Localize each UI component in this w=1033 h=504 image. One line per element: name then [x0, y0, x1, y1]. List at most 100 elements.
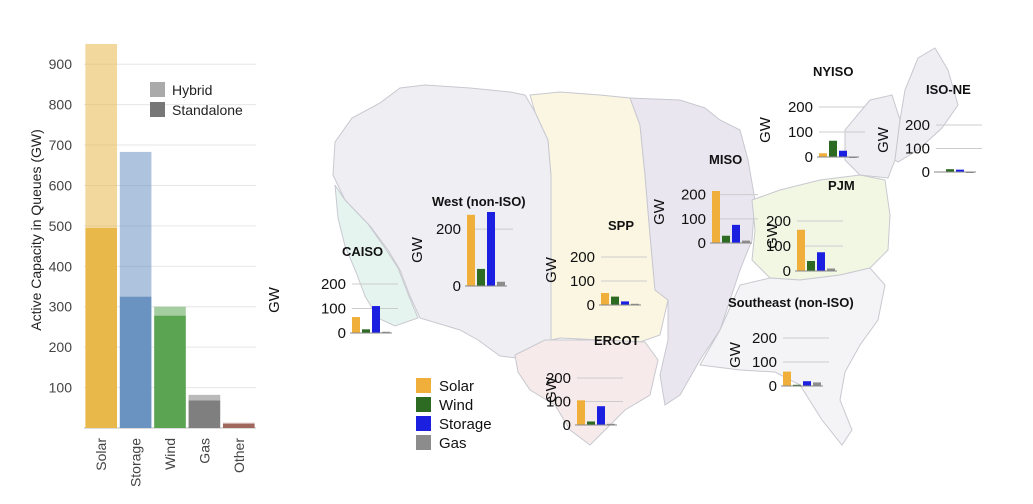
bar-hybrid-other	[222, 422, 255, 424]
inset-miso: MISO 0 100 200 GW	[651, 152, 758, 252]
bar-gas	[813, 382, 821, 386]
legend-swatch	[150, 82, 165, 97]
region-label: West (non-ISO)	[432, 194, 526, 209]
y-tick-label: 500	[49, 218, 73, 234]
bar-storage	[732, 224, 740, 243]
legend-label: Hybrid	[172, 82, 212, 98]
bar-storage	[839, 150, 847, 157]
region-label: MISO	[709, 152, 742, 167]
y-tick-label: 200	[49, 339, 73, 355]
inset-y-label: GW	[543, 376, 560, 403]
region-label: ERCOT	[594, 333, 640, 348]
bar-standalone-gas	[188, 400, 221, 428]
y-tick-label: 600	[49, 177, 73, 193]
inset-tick-label: 100	[788, 124, 813, 141]
inset-y-label: GW	[543, 256, 560, 283]
y-tick-label: 300	[49, 299, 73, 315]
inset-west-non-iso: West (non-ISO) 0 200 GW	[409, 194, 526, 295]
region-pjm	[751, 174, 891, 281]
bar-standalone-solar	[85, 227, 118, 428]
bar-standalone-wind	[154, 315, 186, 428]
region-caiso	[334, 184, 419, 327]
bar-wind	[793, 384, 801, 386]
y-tick-label: 800	[49, 97, 73, 113]
bar-storage	[956, 169, 964, 172]
inset-tick-label: 0	[805, 149, 813, 166]
inset-y-label: GW	[727, 341, 744, 368]
bar-storage	[817, 252, 825, 271]
inset-tick-label: 100	[546, 394, 571, 411]
inset-tick-label: 0	[587, 297, 595, 314]
bar-gas	[497, 281, 505, 286]
region-southeast-non-iso	[699, 267, 886, 446]
bar-gas	[607, 423, 615, 425]
inset-caiso: CAISO 0 100 200 GW	[266, 244, 398, 342]
bar-wind	[946, 169, 954, 172]
map-legend-swatch	[416, 378, 431, 393]
bar-gas	[742, 240, 750, 243]
region-label: ISO-NE	[926, 82, 971, 97]
y-axis-label: Active Capacity in Queues (GW)	[28, 129, 44, 331]
map-legend: Solar Wind Storage Gas	[416, 378, 492, 452]
bar-wind	[477, 268, 485, 286]
map-legend-swatch	[416, 435, 431, 450]
bar-solar	[819, 153, 827, 157]
bar-wind	[362, 329, 370, 333]
map-legend-label: Wind	[439, 397, 473, 414]
bar-gas	[382, 331, 390, 333]
inset-tick-label: 100	[681, 211, 706, 228]
x-tick-labels: Solar Storage Wind Gas Other	[93, 438, 247, 487]
inset-y-label: GW	[409, 236, 426, 263]
us-iso-map	[332, 47, 959, 446]
inset-tick-label: 100	[321, 301, 346, 318]
inset-y-label: GW	[764, 222, 781, 249]
bar-solar	[352, 317, 360, 333]
inset-tick-label: 200	[570, 249, 595, 266]
region-label: Southeast (non-ISO)	[728, 295, 854, 310]
inset-y-label: GW	[651, 198, 668, 225]
inset-tick-label: 200	[788, 99, 813, 116]
y-tick-label: 100	[49, 380, 73, 396]
bar-storage	[597, 406, 605, 425]
bar-gas	[631, 303, 639, 305]
queue-capacity-chart: 100 200 300 400 500 600 700 800 900 Solar Storage…	[28, 44, 256, 487]
bars	[85, 44, 255, 428]
inset-y-label: GW	[875, 126, 892, 153]
bar-storage	[487, 212, 495, 286]
bar-storage	[372, 306, 380, 333]
bar-hybrid-solar	[85, 44, 118, 228]
x-tick-label: Solar	[93, 438, 109, 471]
y-tick-label: 900	[49, 56, 73, 72]
inset-y-label: GW	[266, 286, 283, 313]
map-legend-swatch	[416, 416, 431, 431]
map-legend-label: Gas	[439, 435, 467, 452]
inset-tick-label: 100	[766, 238, 791, 255]
inset-tick-label: 200	[752, 330, 777, 347]
bar-standalone-storage	[119, 296, 152, 428]
inset-tick-label: 0	[453, 278, 461, 295]
bar-standalone-other	[222, 423, 255, 428]
bar-solar	[783, 371, 791, 386]
bar-wind	[611, 296, 619, 305]
inset-tick-label: 200	[905, 117, 930, 134]
bar-wind	[807, 261, 815, 271]
bar-wind	[722, 235, 730, 243]
region-label: SPP	[608, 218, 634, 233]
bar-solar	[467, 214, 475, 286]
inset-tick-label: 100	[752, 354, 777, 371]
bar-storage	[803, 381, 811, 386]
region-iso-ne	[894, 47, 959, 163]
bar-storage	[621, 301, 629, 305]
x-tick-label: Wind	[162, 438, 178, 470]
bar-solar	[797, 229, 805, 271]
bar-hybrid-gas	[188, 394, 221, 401]
inset-tick-label: 0	[769, 378, 777, 395]
inset-tick-label: 100	[905, 141, 930, 158]
region-label: CAISO	[342, 244, 383, 259]
inset-tick-label: 200	[546, 370, 571, 387]
inset-tick-label: 0	[698, 235, 706, 252]
bar-hybrid-storage	[119, 151, 152, 297]
region-spp	[529, 91, 669, 343]
